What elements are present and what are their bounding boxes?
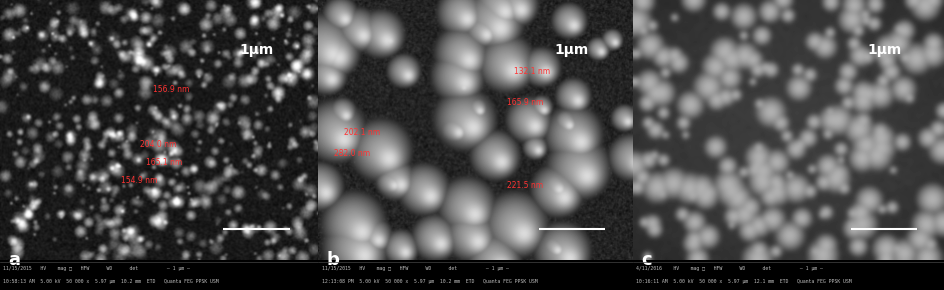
Text: c: c [640,251,650,269]
Text: 4/11/2016    HV    mag □   HFW      WD      det          — 1 μm —: 4/11/2016 HV mag □ HFW WD det — 1 μm — [635,266,822,271]
Text: a: a [8,251,20,269]
Text: 11/15/2015   HV    mag □   HFW      WD      det          — 1 μm —: 11/15/2015 HV mag □ HFW WD det — 1 μm — [321,266,508,271]
Text: 1μm: 1μm [239,43,273,57]
Text: 132.1 nm: 132.1 nm [513,67,549,76]
Text: 165.9 nm: 165.9 nm [507,98,543,107]
Text: 10:58:13 AM  5.00 kV  50 000 x  5.97 μm  10.2 mm  ETD   Quanta FEG PPSK USM: 10:58:13 AM 5.00 kV 50 000 x 5.97 μm 10.… [3,279,219,284]
Text: 202.1 nm: 202.1 nm [344,128,379,137]
Text: b: b [326,251,339,269]
Text: 165.1 nm: 165.1 nm [146,158,182,167]
Text: 1μm: 1μm [867,43,901,57]
Text: 156.9 nm: 156.9 nm [153,85,189,94]
Text: 282.0 nm: 282.0 nm [334,149,370,158]
Text: 221.5 nm: 221.5 nm [507,182,543,191]
Text: 10:16:11 AM  5.00 kV  50 000 x  5.97 μm  12.1 mm  ETD   Quanta FEG PPSK USM: 10:16:11 AM 5.00 kV 50 000 x 5.97 μm 12.… [635,279,851,284]
Text: 204.0 nm: 204.0 nm [140,140,177,149]
Text: 1μm: 1μm [554,43,588,57]
Text: 12:13:08 PM  5.00 kV  50 000 x  5.97 μm  10.2 mm  ETD   Quanta FEG PPSK USM: 12:13:08 PM 5.00 kV 50 000 x 5.97 μm 10.… [321,279,537,284]
Text: 154.9 nm: 154.9 nm [121,176,158,185]
Text: 11/15/2015   HV    mag □   HFW      WD      det          — 1 μm —: 11/15/2015 HV mag □ HFW WD det — 1 μm — [3,266,190,271]
